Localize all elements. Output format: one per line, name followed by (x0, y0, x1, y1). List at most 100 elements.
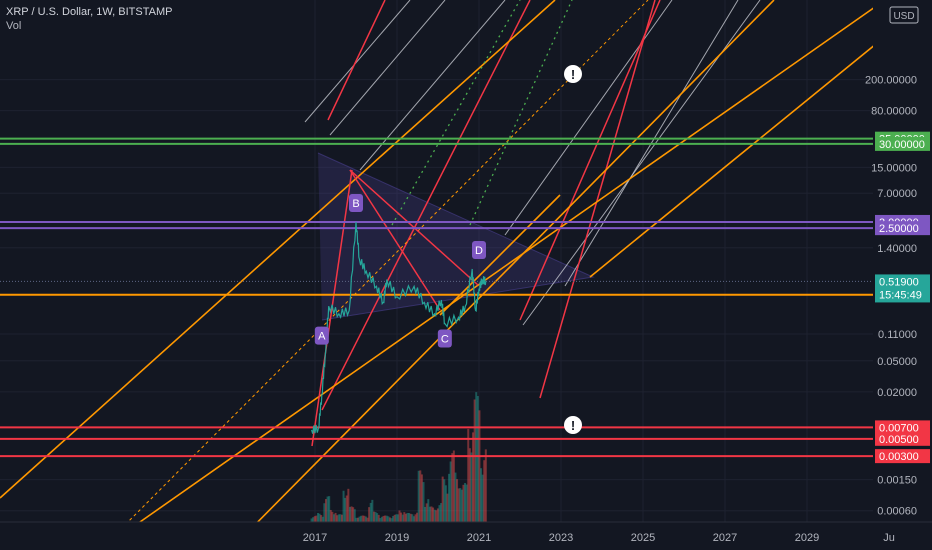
time-tick-label: 2025 (631, 532, 655, 544)
volume-bar (464, 483, 467, 522)
alert-icon (564, 65, 582, 83)
volume-bar (396, 514, 399, 522)
volume-bar (371, 499, 374, 522)
volume-bar (406, 512, 409, 522)
time-tick-label: 2019 (385, 532, 409, 544)
time-axis[interactable]: 2017 2019 2021 2023 2025 2027 2029 Ju (0, 521, 932, 550)
volume-bar (456, 479, 459, 522)
volume-bar (356, 517, 359, 522)
volume-bar (446, 493, 449, 522)
volume-bar (465, 484, 468, 522)
volume-bar (400, 512, 403, 522)
red-trendline (327, 0, 386, 121)
volume-bar (412, 516, 415, 522)
volume-bar (361, 515, 364, 522)
volume-bar (443, 479, 446, 522)
volume-bar (428, 506, 431, 522)
price-tick-label: 0.00060 (877, 506, 917, 518)
orange-channel-line (0, 0, 556, 499)
volume-bar (460, 489, 463, 522)
volume-bar (404, 513, 407, 522)
level-tag (875, 420, 930, 435)
price-axis[interactable]: 200.00000 80.00000 15.00000 7.00000 1.40000 0… (865, 0, 932, 550)
volume-bar (310, 518, 313, 522)
volume-bar (355, 517, 358, 522)
volume-bar (347, 488, 350, 522)
volume-bar (336, 515, 339, 522)
alert-icon-glyph: ! (571, 418, 575, 433)
volume-bar (472, 432, 475, 522)
volume-bar (376, 513, 379, 522)
volume-bar (366, 517, 369, 522)
volume-bar (324, 499, 327, 522)
pattern-leg-b-c (349, 169, 441, 311)
volume-bar (427, 499, 430, 522)
volume-bar (352, 507, 355, 522)
volume-bar (438, 505, 441, 522)
price-tick-label: 80.00000 (871, 106, 917, 118)
volume-bar (420, 474, 423, 522)
volume-bar (468, 448, 471, 522)
volume-bar (481, 474, 484, 522)
current-price-tag (875, 274, 930, 303)
white-channel-line (359, 0, 506, 171)
level-tag (875, 449, 930, 464)
volume-bar (425, 503, 428, 522)
volume-bar (348, 506, 351, 522)
volume-bar (478, 410, 481, 522)
volume-bar (328, 496, 331, 522)
current-price-label: 0.51900 (879, 276, 919, 288)
level-tag (875, 136, 930, 151)
volume-bar (451, 453, 454, 522)
volume-bar (372, 511, 375, 522)
volume-bar (416, 512, 419, 522)
pattern-point-A (314, 326, 329, 345)
price-tick-label: 0.02000 (877, 387, 917, 399)
volume-bar (331, 511, 334, 522)
volume-bar (454, 472, 457, 522)
pattern-point-B (349, 193, 363, 212)
volume-bar (339, 514, 342, 522)
time-axis-bg (0, 522, 932, 550)
red-trendline (519, 0, 661, 321)
price-tick-label: 15.00000 (871, 162, 917, 174)
volume-bar (401, 514, 404, 522)
volume-bar (360, 515, 363, 522)
symmetrical-triangle (318, 153, 593, 320)
pattern-point-label: B (352, 198, 359, 210)
volume-bar (368, 507, 371, 522)
volume-bar (419, 470, 422, 522)
volume-bar (467, 428, 470, 522)
price-tick-label: 0.00150 (877, 475, 917, 487)
volume-bar (409, 513, 412, 522)
volume-bar (390, 518, 393, 522)
volume-bar (332, 514, 335, 522)
volume-bar (318, 513, 321, 522)
pattern-point-label: A (318, 331, 326, 343)
symbol-title[interactable]: XRP / U.S. Dollar, 1W, BITSTAMP (6, 6, 173, 18)
volume-bar (315, 515, 318, 522)
volume-indicator-label[interactable]: Vol (6, 20, 22, 32)
volume-bar (448, 473, 451, 522)
volume-bar (459, 488, 462, 522)
orange-channel-line (229, 0, 775, 550)
volume-bar (358, 516, 361, 522)
white-channel-line (504, 0, 673, 236)
pattern-labels: A B C D!! (314, 65, 582, 434)
volume-bar (329, 509, 332, 522)
volume-bar (388, 517, 391, 522)
volume-bar (374, 511, 377, 522)
volume-bar (470, 452, 473, 522)
pattern-point-D (472, 240, 486, 259)
time-tick-label: 2027 (713, 532, 737, 544)
volume-bar (379, 518, 382, 522)
green-dotted-line (391, 0, 521, 226)
pattern-point-label: C (441, 334, 449, 346)
volume-bar (414, 514, 417, 522)
price-tick-label: 200.00000 (865, 75, 917, 87)
chart-legend: XRP / U.S. Dollar, 1W, BITSTAMP Vol (6, 5, 172, 33)
bar-countdown-label: 15:45:49 (879, 289, 922, 301)
volume-bar (424, 506, 427, 522)
